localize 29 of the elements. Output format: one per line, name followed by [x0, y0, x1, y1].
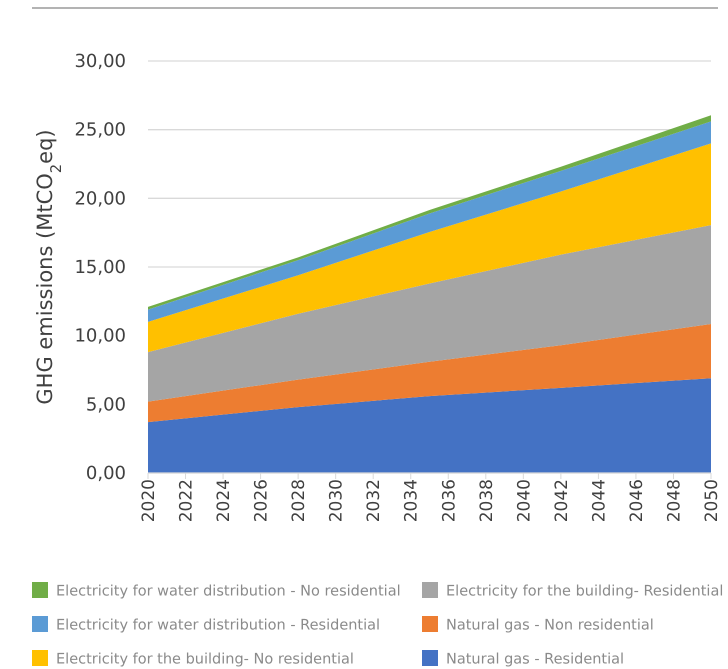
x-tick-label: 2032 — [364, 479, 384, 522]
legend-label: Electricity for the building- Residential — [446, 584, 724, 600]
x-tick-label: 2042 — [552, 479, 572, 522]
x-tick-label: 2050 — [702, 479, 722, 522]
y-tick-label: 15,00 — [74, 257, 126, 278]
y-tick-label: 20,00 — [74, 188, 126, 210]
y-tick-label: 30,00 — [74, 51, 126, 72]
y-tick-label: 25,00 — [74, 120, 126, 141]
y-tick-label: 0,00 — [86, 463, 126, 484]
x-tick-label: 2034 — [402, 479, 422, 522]
x-tick-label: 2046 — [626, 479, 647, 522]
x-tick-label: 2020 — [139, 479, 159, 522]
legend-label: Electricity for water distribution - Residential — [56, 618, 380, 634]
x-tick-label: 2030 — [326, 479, 347, 522]
x-tick-label: 2024 — [214, 479, 234, 522]
x-tick-label: 2038 — [476, 479, 497, 522]
legend-label: Electricity for water distribution - No residential — [56, 584, 401, 600]
x-tick-label: 2044 — [589, 479, 610, 522]
y-tick-label: 5,00 — [86, 394, 126, 416]
x-tick-label: 2028 — [289, 479, 310, 522]
x-tick-label: 2026 — [252, 479, 272, 522]
x-tick-label: 2022 — [176, 479, 197, 522]
legend-label: Electricity for the building- No residential — [56, 652, 354, 668]
legend-label: Natural gas - Non residential — [446, 618, 654, 634]
y-tick-label: 10,00 — [74, 326, 126, 347]
x-tick-label: 2036 — [439, 479, 460, 522]
legend-label: Natural gas - Residential — [446, 652, 624, 668]
x-tick-label: 2040 — [514, 479, 534, 522]
x-tick-label: 2048 — [664, 479, 684, 522]
